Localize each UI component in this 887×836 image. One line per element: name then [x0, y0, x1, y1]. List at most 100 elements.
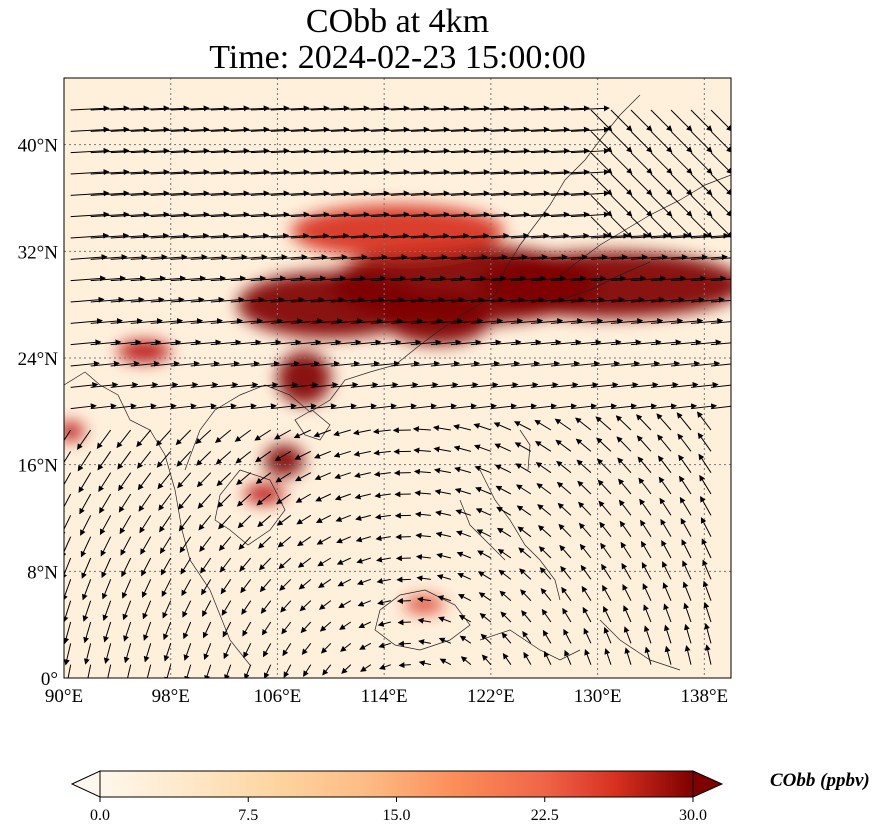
wind-arrow — [356, 578, 371, 586]
wind-arrow — [690, 318, 724, 325]
wind-arrow — [455, 509, 472, 516]
wind-arrow — [310, 339, 342, 346]
wind-arrow — [230, 318, 264, 325]
wind-arrow — [470, 360, 501, 367]
wind-arrow — [370, 105, 410, 112]
wind-arrow — [590, 152, 613, 175]
wind-arrow — [490, 169, 530, 176]
wind-arrow — [397, 619, 411, 626]
wind-arrow — [350, 232, 390, 239]
wind-arrow — [80, 515, 92, 536]
wind-arrow — [78, 472, 92, 493]
wind-arrow — [250, 232, 290, 239]
wind-arrow — [203, 643, 212, 660]
wind-arrow — [510, 105, 550, 112]
wind-arrow — [137, 472, 152, 491]
wind-arrow — [544, 650, 552, 665]
wind-arrow — [515, 463, 532, 474]
wind-arrow — [140, 536, 152, 555]
wind-arrow — [610, 130, 633, 153]
wind-arrow — [110, 147, 150, 154]
wind-arrow — [190, 296, 225, 303]
wind-arrow — [270, 296, 305, 303]
wind-arrow — [350, 318, 384, 325]
wind-arrow — [550, 296, 585, 303]
wind-arrow — [182, 621, 192, 640]
wind-arrow — [510, 254, 548, 261]
wind-arrow — [417, 617, 431, 624]
wind-arrow — [550, 211, 590, 218]
lon-tick-label: 130°E — [574, 686, 622, 707]
wind-arrow — [276, 514, 292, 526]
wind-arrow — [190, 382, 219, 388]
wind-arrow — [330, 105, 370, 112]
wind-arrow — [622, 583, 632, 601]
wind-arrow — [215, 450, 232, 465]
wind-arrow — [170, 403, 197, 410]
wind-arrow — [330, 296, 365, 303]
wind-arrow — [521, 610, 532, 623]
wind-arrow — [690, 339, 722, 346]
wind-arrow — [699, 474, 712, 495]
wind-arrow — [90, 296, 125, 303]
wind-arrow — [270, 190, 310, 197]
wind-arrow — [300, 621, 312, 634]
wind-arrow — [180, 557, 192, 575]
wind-arrow — [283, 664, 292, 678]
wind-arrow — [710, 384, 731, 388]
wind-arrow — [597, 479, 612, 495]
wind-arrow — [350, 403, 377, 410]
wind-arrow — [230, 382, 259, 388]
wind-arrow — [710, 257, 731, 260]
wind-arrow — [218, 536, 232, 552]
wind-arrow — [250, 169, 290, 176]
wind-arrow — [330, 190, 370, 197]
wind-arrow — [650, 403, 678, 410]
wind-arrow — [237, 514, 252, 529]
wind-arrow — [90, 339, 122, 346]
wind-arrow — [410, 169, 450, 176]
wind-arrow — [179, 536, 192, 554]
wind-arrow — [490, 382, 519, 388]
wind-arrow — [316, 536, 332, 545]
wind-arrow — [596, 458, 612, 474]
wind-arrow — [310, 126, 350, 133]
wind-arrow — [101, 557, 112, 579]
wind-arrow — [438, 637, 452, 644]
wind-arrow — [550, 254, 588, 261]
wind-arrow — [697, 432, 712, 452]
wind-arrow — [64, 600, 72, 623]
wind-arrow — [215, 429, 232, 444]
wind-arrow — [170, 169, 210, 176]
wind-arrow — [250, 360, 280, 367]
wind-arrow — [561, 586, 572, 601]
plume-patch-3 — [384, 291, 491, 345]
wind-arrow — [570, 211, 610, 218]
wind-arrow — [670, 403, 698, 410]
wind-arrow — [150, 275, 187, 282]
wind-arrow — [370, 147, 410, 154]
wind-arrow — [370, 296, 405, 303]
wind-arrow — [470, 232, 510, 239]
wind-arrow — [556, 460, 572, 474]
wind-arrow — [270, 254, 308, 261]
wind-arrow — [170, 360, 200, 367]
wind-arrow — [82, 579, 92, 601]
wind-arrow — [684, 645, 692, 665]
wind-arrow — [64, 536, 72, 559]
wind-arrow — [413, 468, 431, 475]
wind-arrow — [210, 190, 250, 197]
wind-arrow — [638, 477, 652, 495]
wind-arrow — [238, 536, 252, 550]
lon-tick-label: 114°E — [361, 686, 408, 707]
wind-arrow — [517, 526, 532, 538]
wind-arrow — [497, 548, 512, 559]
wind-arrow — [274, 429, 292, 440]
wind-arrow — [596, 437, 612, 452]
wind-arrow — [610, 152, 633, 175]
wind-arrow — [430, 126, 470, 133]
wind-arrow — [600, 542, 612, 559]
wind-arrow — [230, 339, 262, 346]
wind-arrow — [490, 105, 530, 112]
wind-arrow — [663, 624, 672, 644]
